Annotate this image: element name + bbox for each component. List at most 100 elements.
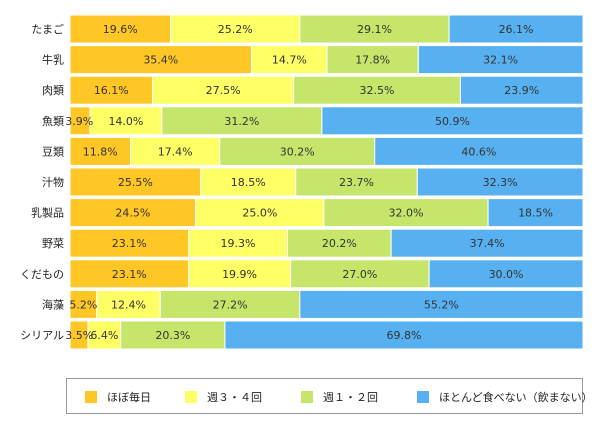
value-label: 20.2% bbox=[322, 237, 357, 250]
legend-label-3-4-times: 週３・４回 bbox=[207, 391, 262, 404]
bar-segment bbox=[487, 198, 584, 228]
value-label: 16.1% bbox=[94, 84, 129, 97]
category-label: 汁物 bbox=[42, 175, 64, 189]
value-label: 25.5% bbox=[118, 176, 153, 189]
value-label: 19.3% bbox=[221, 237, 256, 250]
bar-segment bbox=[130, 136, 221, 166]
legend-label-daily: ほぼ毎日 bbox=[107, 391, 151, 404]
value-label: 18.5% bbox=[231, 176, 266, 189]
bar-segment bbox=[120, 320, 226, 350]
bar-segment bbox=[96, 289, 161, 319]
bar-segment bbox=[299, 14, 450, 44]
value-label: 32.3% bbox=[483, 176, 518, 189]
category-label: 海藻 bbox=[42, 297, 64, 311]
value-label: 14.0% bbox=[108, 115, 143, 128]
bar-segment bbox=[87, 320, 122, 350]
value-label: 25.0% bbox=[242, 207, 277, 220]
bar-segment bbox=[390, 228, 584, 258]
value-label: 11.8% bbox=[83, 145, 118, 158]
bar-segment bbox=[323, 198, 489, 228]
value-labels: 19.6% 25.2% 29.1% 26.1% 35.4% 14.7% 17.8% 32.1%… bbox=[65, 23, 553, 342]
category-label: くだもの bbox=[20, 268, 64, 281]
value-label: 24.5% bbox=[115, 207, 150, 220]
value-label: 5.2% bbox=[69, 298, 97, 311]
category-label: 野菜 bbox=[42, 237, 64, 250]
legend-swatch-rarely bbox=[417, 391, 429, 403]
bar-segment bbox=[69, 14, 172, 44]
legend-item-3-4-times: 週３・４回 bbox=[185, 389, 262, 405]
value-label: 23.7% bbox=[339, 176, 374, 189]
legend-item-rarely: ほとんど食べない（飲まない） bbox=[417, 389, 593, 405]
value-label: 55.2% bbox=[424, 298, 459, 311]
bar-segment bbox=[321, 106, 584, 136]
value-label: 37.4% bbox=[470, 237, 505, 250]
legend: ほぼ毎日 週３・４回 週１・２回 ほとんど食べない（飲まない） bbox=[66, 378, 593, 414]
bar-segment bbox=[295, 167, 418, 197]
value-label: 27.5% bbox=[206, 84, 241, 97]
legend-item-daily: ほぼ毎日 bbox=[85, 389, 151, 405]
bar-segment bbox=[287, 228, 392, 258]
value-label: 14.7% bbox=[272, 54, 307, 67]
value-label: 35.4% bbox=[143, 54, 178, 67]
category-label: 牛乳 bbox=[42, 53, 64, 67]
value-label: 17.8% bbox=[355, 54, 390, 67]
bar-segment bbox=[459, 75, 584, 105]
value-label: 18.5% bbox=[518, 207, 553, 220]
value-label: 40.6% bbox=[461, 145, 496, 158]
value-label: 19.6% bbox=[103, 23, 138, 36]
bar-segment bbox=[417, 45, 584, 75]
bar-segment bbox=[195, 198, 325, 228]
bar-segment bbox=[188, 228, 289, 258]
value-label: 32.5% bbox=[360, 84, 395, 97]
bar-segment bbox=[161, 106, 323, 136]
value-label: 32.1% bbox=[483, 54, 518, 67]
category-label: 魚類 bbox=[42, 115, 64, 128]
value-label: 30.0% bbox=[489, 268, 524, 281]
legend-swatch-1-2-times bbox=[301, 391, 313, 403]
value-label: 29.1% bbox=[357, 23, 392, 36]
bar-segment bbox=[374, 136, 584, 166]
value-label: 19.9% bbox=[222, 268, 257, 281]
value-label: 23.9% bbox=[504, 84, 539, 97]
value-label: 69.8% bbox=[386, 329, 421, 342]
category-label: 乳製品 bbox=[31, 206, 64, 220]
value-label: 23.1% bbox=[112, 237, 147, 250]
value-label: 31.2% bbox=[224, 115, 259, 128]
value-label: 23.1% bbox=[112, 268, 147, 281]
value-label: 6.4% bbox=[90, 329, 118, 342]
bar-segment bbox=[416, 167, 584, 197]
bar-segment bbox=[200, 167, 297, 197]
value-label: 12.4% bbox=[111, 298, 146, 311]
legend-swatch-3-4-times bbox=[185, 391, 197, 403]
value-label: 20.3% bbox=[155, 329, 190, 342]
bars-group bbox=[69, 14, 584, 350]
bar-segment bbox=[69, 75, 154, 105]
legend-swatch-daily bbox=[85, 391, 97, 403]
value-label: 32.0% bbox=[389, 207, 424, 220]
bar-segment bbox=[448, 14, 584, 44]
value-label: 3.5% bbox=[65, 329, 93, 342]
bar-segment bbox=[326, 45, 419, 75]
value-label: 17.4% bbox=[158, 145, 193, 158]
bar-segment bbox=[251, 45, 328, 75]
value-label: 27.2% bbox=[213, 298, 248, 311]
legend-label-1-2-times: 週１・２回 bbox=[323, 391, 378, 404]
legend-label-rarely: ほとんど食べない（飲まない） bbox=[439, 391, 593, 404]
category-label: 肉類 bbox=[42, 84, 64, 97]
bar-segment bbox=[159, 289, 301, 319]
bar-segment bbox=[69, 136, 132, 166]
bar-segment bbox=[224, 320, 584, 350]
legend-item-1-2-times: 週１・２回 bbox=[301, 389, 378, 405]
bar-segment bbox=[299, 289, 584, 319]
bar-segment bbox=[428, 259, 584, 289]
value-label: 30.2% bbox=[280, 145, 315, 158]
bar-segment bbox=[89, 106, 163, 136]
category-label: たまご bbox=[31, 22, 64, 36]
value-label: 26.1% bbox=[499, 23, 534, 36]
value-label: 27.0% bbox=[342, 268, 377, 281]
bar-segment bbox=[170, 14, 301, 44]
bar-segment bbox=[69, 45, 253, 75]
value-label: 25.2% bbox=[218, 23, 253, 36]
